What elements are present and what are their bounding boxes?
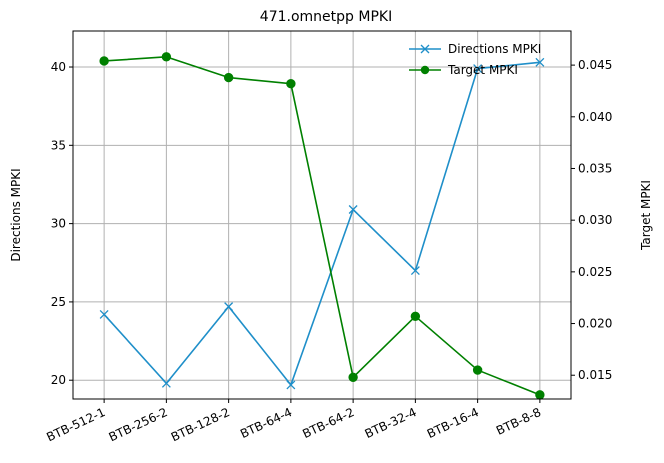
x-marker-stroke (286, 380, 296, 390)
left-tick-label: 25 (51, 295, 66, 309)
right-tick-label: 0.045 (578, 58, 612, 72)
series-line-1 (104, 56, 541, 396)
data-point-x-marker (473, 64, 483, 74)
left-tick-label: 30 (51, 217, 66, 231)
right-axis-ticks: 0.015 0.020 0.025 0.030 0.035 0.040 0.045 (571, 58, 612, 382)
data-point-x-marker (286, 380, 296, 390)
chart-title: 471.omnetpp MPKI (260, 9, 392, 25)
legend: Directions MPKI Target MPKI (409, 42, 541, 77)
data-point-x-marker (161, 378, 171, 388)
right-tick-label: 0.015 (578, 368, 612, 382)
x-tick-label: BTB-64-4 (238, 405, 294, 441)
x-marker-stroke (348, 205, 358, 214)
data-point-circle-marker (410, 311, 421, 322)
x-tick-label: BTB-8-8 (494, 405, 543, 438)
left-axis-title: Directions MPKI (9, 168, 23, 261)
legend-label-0: Directions MPKI (448, 42, 541, 56)
x-tick-label: BTB-256-2 (107, 405, 170, 444)
left-tick-label: 20 (51, 373, 66, 387)
data-point-x-marker (99, 309, 109, 319)
data-point-circle-marker (348, 372, 358, 382)
x-tick-label: BTB-64-2 (300, 405, 356, 441)
grid-lines (73, 31, 571, 399)
legend-label-1: Target MPKI (447, 63, 518, 77)
x-marker-stroke (473, 64, 483, 74)
data-point-x-marker (348, 205, 358, 214)
right-tick-label: 0.035 (578, 161, 612, 175)
data-point-circle-marker (161, 52, 172, 62)
legend-x-marker (420, 44, 430, 54)
data-point-circle-marker (99, 56, 109, 66)
data-point-x-marker (535, 57, 545, 67)
series-markers (99, 52, 545, 400)
series-line-0 (103, 61, 540, 386)
data-point-x-marker (410, 266, 420, 276)
x-marker-stroke (161, 378, 171, 388)
right-tick-label: 0.025 (578, 265, 612, 279)
plot-frame (72, 30, 572, 400)
left-axis-ticks: 20 25 30 35 40 (51, 60, 73, 387)
right-axis-title: Target MPKI (639, 180, 653, 251)
right-tick-label: 0.040 (578, 110, 612, 124)
x-marker-stroke (224, 302, 234, 312)
x-marker-stroke (535, 57, 545, 67)
right-tick-label: 0.020 (578, 317, 612, 331)
series-lines (103, 56, 541, 396)
x-tick-label: BTB-128-2 (169, 405, 232, 444)
right-tick-label: 0.030 (578, 213, 612, 227)
x-tick-label: BTB-16-4 (425, 405, 481, 441)
data-point-circle-marker (286, 79, 296, 89)
left-tick-label: 35 (51, 138, 66, 152)
x-tick-label: BTB-32-4 (363, 405, 419, 441)
x-marker-stroke (99, 309, 109, 319)
data-point-circle-marker (535, 390, 545, 400)
data-point-x-marker (224, 302, 234, 312)
x-axis-ticks: BTB-512-1 BTB-256-2 BTB-128-2 BTB-64-4 BTB-6… (44, 399, 543, 444)
data-point-circle-marker (472, 365, 483, 375)
x-tick-label: BTB-512-1 (44, 405, 107, 444)
x-marker-stroke (410, 266, 420, 276)
legend-circle-marker (420, 65, 430, 75)
data-point-circle-marker (223, 72, 234, 83)
left-tick-label: 40 (51, 60, 66, 74)
